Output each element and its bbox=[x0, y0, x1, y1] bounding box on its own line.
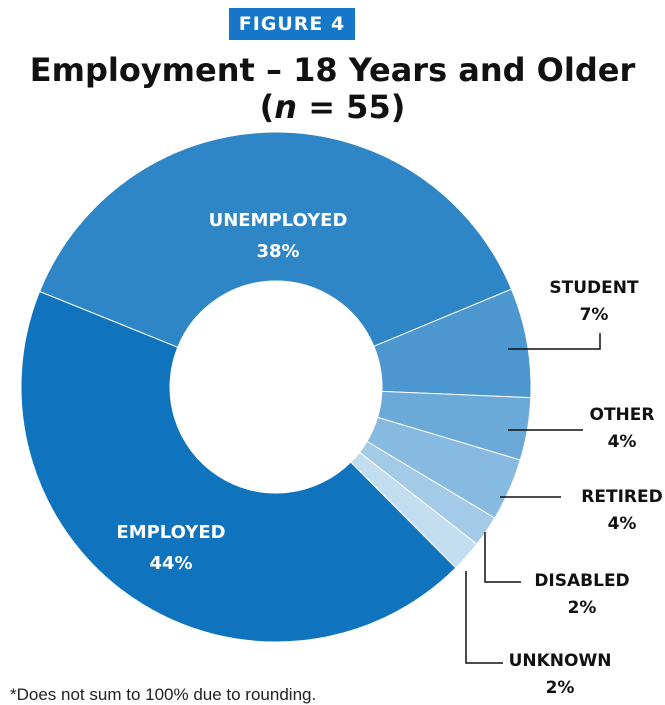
slice-employed bbox=[20, 290, 457, 643]
chart-title: Employment – 18 Years and Older (n = 55) bbox=[0, 52, 665, 126]
label-student-value: 7% bbox=[580, 305, 609, 325]
label-unemployed-name: UNEMPLOYED bbox=[209, 210, 348, 231]
label-employed-value: 44% bbox=[149, 553, 192, 574]
chart-subtitle: (n = 55) bbox=[0, 87, 665, 126]
figure-label-badge: FIGURE 4 bbox=[229, 8, 355, 40]
slice-unemployed bbox=[38, 131, 513, 348]
leader-line-disabled bbox=[484, 532, 521, 583]
label-unknown-name: UNKNOWN bbox=[509, 651, 612, 671]
label-employed-name: EMPLOYED bbox=[116, 522, 225, 543]
label-disabled-name: DISABLED bbox=[534, 571, 629, 591]
subtitle-n: n bbox=[274, 87, 298, 126]
label-retired-name: RETIRED bbox=[581, 487, 662, 507]
leader-line-unknown bbox=[465, 571, 503, 664]
label-other-value: 4% bbox=[608, 432, 637, 452]
label-retired-value: 4% bbox=[608, 514, 637, 534]
chart-title-main: Employment – 18 Years and Older bbox=[29, 51, 636, 89]
label-other-name: OTHER bbox=[590, 405, 655, 425]
subtitle-paren: ( bbox=[259, 87, 275, 126]
label-unemployed-value: 38% bbox=[256, 241, 299, 262]
label-student-name: STUDENT bbox=[549, 278, 639, 298]
leader-line-student bbox=[508, 333, 601, 350]
label-disabled-value: 2% bbox=[568, 598, 597, 618]
subtitle-value: = 55) bbox=[297, 87, 406, 126]
label-unknown-value: 2% bbox=[546, 678, 575, 698]
footnote: *Does not sum to 100% due to rounding. bbox=[10, 685, 317, 704]
